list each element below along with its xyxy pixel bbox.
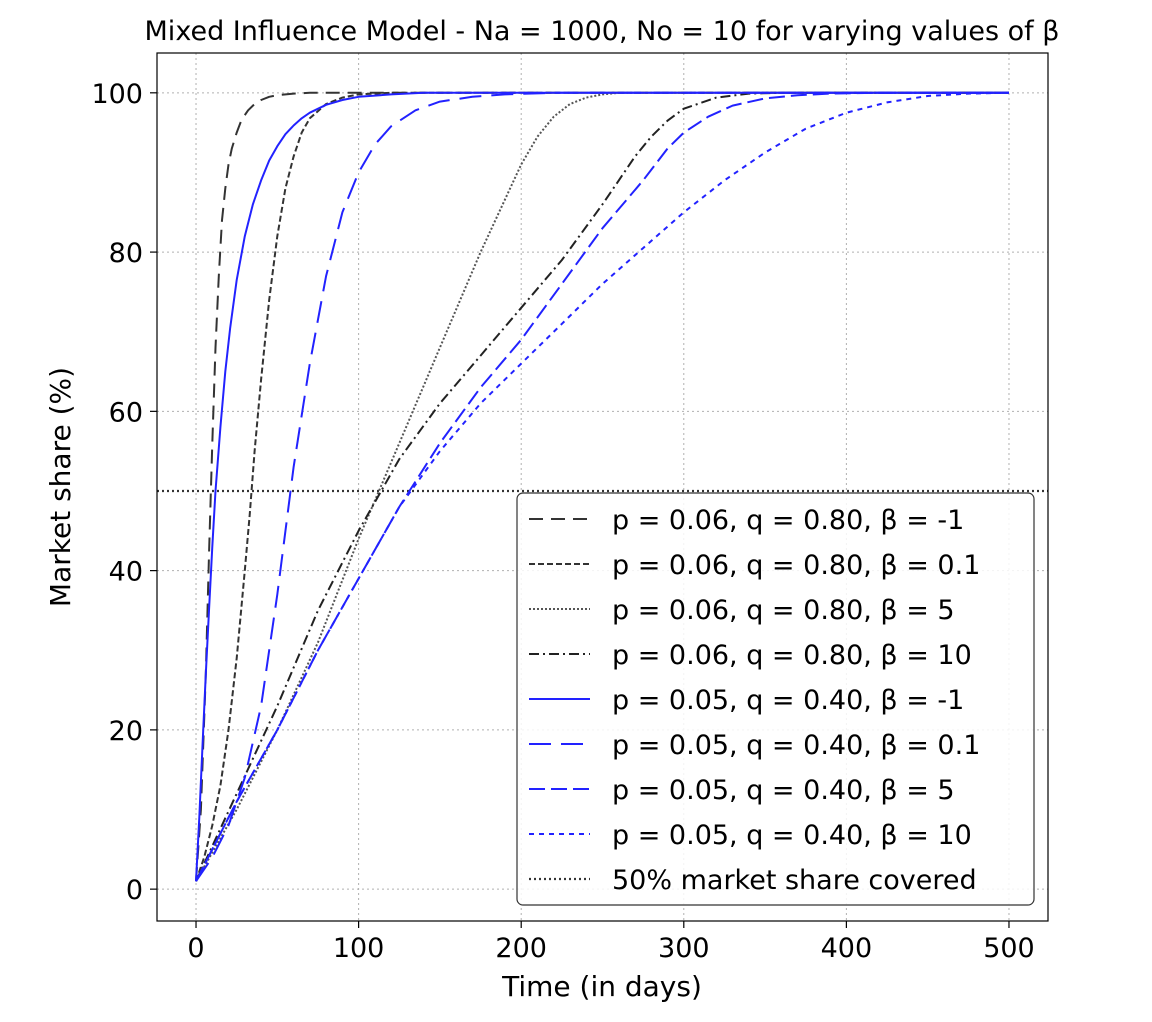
legend-label-3: p = 0.06, q = 0.80, β = 5 [612, 595, 955, 626]
plot-frame [156, 52, 1049, 922]
legend-label-4: p = 0.06, q = 0.80, β = 10 [612, 640, 972, 671]
legend-box [516, 492, 1035, 906]
series-layer [195, 91, 1010, 882]
x-tick-label: 500 [983, 933, 1035, 964]
y-tick-label: 80 [109, 238, 143, 269]
chart-title: Mixed Influence Model - Na = 1000, No = … [145, 16, 1060, 47]
y-axis-label: Market share (%) [44, 367, 77, 607]
x-tick-label: 200 [495, 933, 547, 964]
legend-label-6: p = 0.05, q = 0.40, β = 0.1 [612, 730, 980, 761]
axis-ticks: 0 100 200 300 400 500 0 20 40 60 80 100 [91, 79, 1034, 964]
y-tick-label: 40 [109, 557, 143, 588]
y-tick-label: 0 [126, 875, 143, 906]
x-tick-label: 100 [333, 933, 385, 964]
series-line-1 [195, 91, 1009, 882]
x-tick-label: 300 [658, 933, 710, 964]
series-line-7 [195, 91, 1009, 882]
series-line-2 [195, 91, 1009, 882]
y-tick-label: 100 [91, 79, 143, 110]
series-line-5 [195, 91, 1009, 882]
legend: p = 0.06, q = 0.80, β = -1 p = 0.06, q = … [516, 492, 1035, 906]
series-line-6 [195, 91, 1009, 882]
y-tick-label: 60 [109, 397, 143, 428]
legend-label-2: p = 0.06, q = 0.80, β = 0.1 [612, 550, 980, 581]
series-line-3 [195, 91, 1009, 882]
series-line-4 [195, 91, 1009, 882]
y-tick-label: 20 [109, 716, 143, 747]
x-tick-label: 400 [821, 933, 873, 964]
legend-label-9: 50% market share covered [612, 865, 977, 896]
legend-label-7: p = 0.05, q = 0.40, β = 5 [612, 775, 955, 806]
legend-label-1: p = 0.06, q = 0.80, β = -1 [612, 505, 964, 536]
legend-label-8: p = 0.05, q = 0.40, β = 10 [612, 820, 972, 851]
legend-label-5: p = 0.05, q = 0.40, β = -1 [612, 685, 964, 716]
x-axis-label: Time (in days) [501, 970, 702, 1003]
x-tick-label: 0 [187, 933, 204, 964]
